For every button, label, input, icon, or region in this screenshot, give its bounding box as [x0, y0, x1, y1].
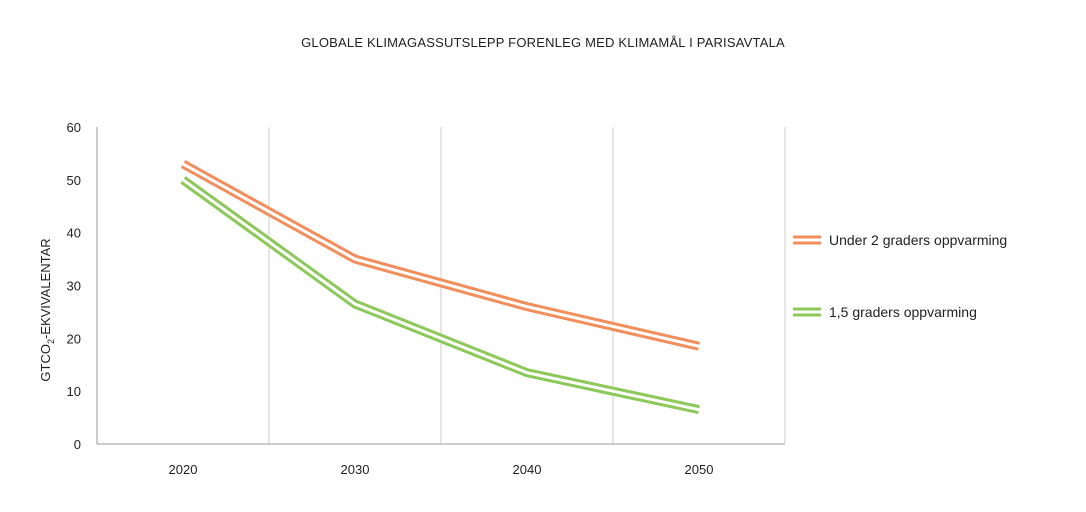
legend-item: 1,5 graders oppvarming	[793, 304, 977, 320]
y-tick-label: 0	[74, 437, 81, 452]
series-lines	[180, 160, 701, 415]
series-line-group	[180, 160, 701, 351]
y-tick-label: 10	[67, 384, 81, 399]
y-axis-label-subscript: 2	[46, 339, 56, 344]
y-tick-label: 30	[67, 279, 81, 294]
y-axis-label: GTCO2-EKVIVALENTAR	[38, 238, 56, 381]
legend-label: 1,5 graders oppvarming	[829, 304, 977, 320]
x-tick-labels: 2020 2030 2040 2050	[169, 462, 714, 477]
x-tick-label: 2040	[513, 462, 542, 477]
legend-item: Under 2 graders oppvarming	[793, 232, 1007, 248]
y-tick-label: 50	[67, 173, 81, 188]
axes	[96, 127, 785, 445]
y-tick-labels: 0 10 20 30 40 50 60	[67, 120, 81, 452]
x-tick-label: 2030	[341, 462, 370, 477]
series-line-group	[180, 176, 700, 415]
series-line-core	[182, 162, 700, 348]
series-line-core	[182, 178, 700, 412]
y-tick-label: 60	[67, 120, 81, 135]
y-tick-label: 40	[67, 226, 81, 241]
x-tick-label: 2050	[685, 462, 714, 477]
legend: Under 2 graders oppvarming 1,5 graders op…	[793, 232, 1007, 320]
y-tick-label: 20	[67, 331, 81, 346]
chart-title: GLOBALE KLIMAGASSUTSLEPP FORENLEG MED KL…	[301, 35, 785, 50]
x-tick-label: 2020	[169, 462, 198, 477]
grid-lines	[268, 127, 786, 444]
y-axis-label-prefix: GTCO	[38, 344, 53, 382]
y-axis-label-suffix: -EKVIVALENTAR	[38, 238, 53, 339]
legend-label: Under 2 graders oppvarming	[829, 232, 1007, 248]
